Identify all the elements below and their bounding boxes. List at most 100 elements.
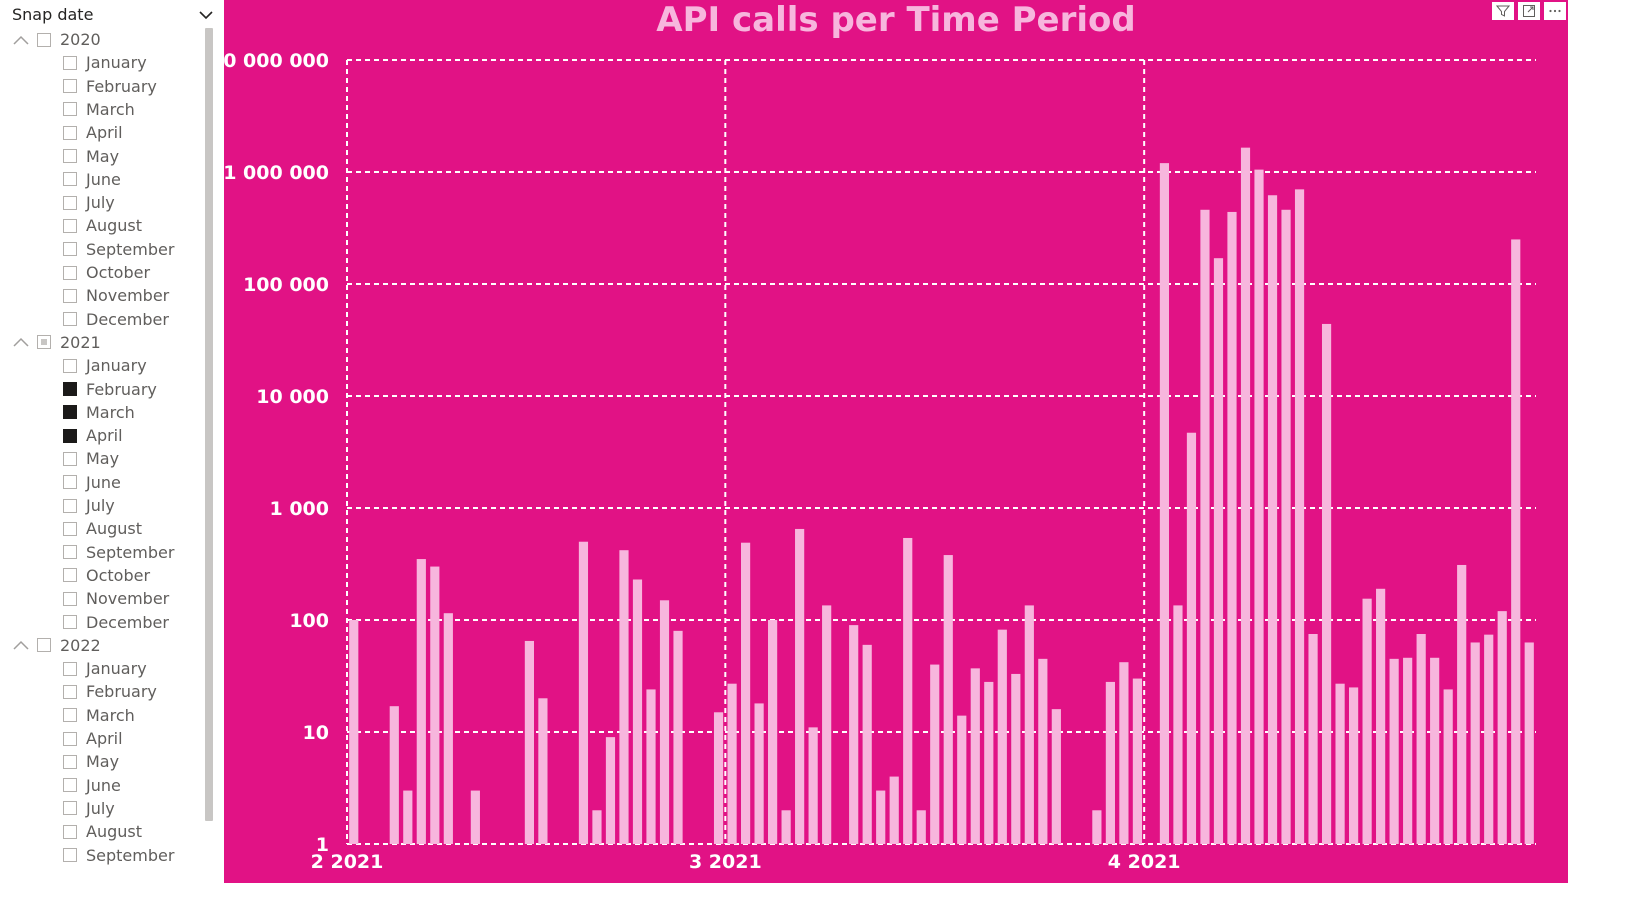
slicer-month-item[interactable]: March xyxy=(63,704,135,727)
bar[interactable] xyxy=(1159,163,1170,844)
checkbox[interactable] xyxy=(63,778,77,793)
checkbox[interactable] xyxy=(63,312,77,327)
checkbox[interactable] xyxy=(63,545,77,560)
bar[interactable] xyxy=(1240,147,1251,845)
slicer-month-item[interactable]: January xyxy=(63,51,147,74)
slicer-month-item[interactable]: December xyxy=(63,611,169,634)
checkbox[interactable] xyxy=(63,242,77,257)
slicer-month-item[interactable]: April xyxy=(63,727,123,750)
bar[interactable] xyxy=(1186,432,1197,844)
checkbox[interactable] xyxy=(63,568,77,583)
more-options-icon[interactable] xyxy=(1544,2,1566,20)
slicer-month-item[interactable]: July xyxy=(63,494,115,517)
year-checkbox[interactable] xyxy=(37,638,51,653)
bar[interactable] xyxy=(403,790,413,844)
slicer-month-item[interactable]: June xyxy=(63,168,121,191)
slicer-header[interactable]: Snap date xyxy=(12,4,217,26)
checkbox[interactable] xyxy=(63,824,77,839)
bar[interactable] xyxy=(524,640,534,844)
slicer-month-item[interactable]: April xyxy=(63,121,123,144)
slicer-month-item[interactable]: June xyxy=(63,774,121,797)
bar[interactable] xyxy=(1389,658,1399,844)
bar[interactable] xyxy=(416,559,426,844)
bar[interactable] xyxy=(1227,211,1237,845)
bar[interactable] xyxy=(957,715,967,844)
checkbox[interactable] xyxy=(63,172,77,187)
bar[interactable] xyxy=(727,683,737,844)
slicer-month-item[interactable]: May xyxy=(63,447,119,470)
slicer-month-item[interactable]: February xyxy=(63,378,157,401)
slicer-month-item[interactable]: May xyxy=(63,145,119,168)
bar[interactable] xyxy=(903,537,913,844)
checkbox[interactable] xyxy=(63,55,77,70)
filter-icon[interactable] xyxy=(1492,2,1514,20)
bar[interactable] xyxy=(1497,611,1507,844)
bar[interactable] xyxy=(1362,598,1372,844)
checkbox[interactable] xyxy=(63,218,77,233)
checked-checkbox[interactable] xyxy=(63,428,77,443)
bar[interactable] xyxy=(538,698,548,844)
year-checkbox[interactable] xyxy=(37,32,51,47)
bar[interactable] xyxy=(389,706,399,844)
bar[interactable] xyxy=(1457,564,1467,844)
chevron-up-icon[interactable] xyxy=(12,638,30,652)
bar[interactable] xyxy=(1403,657,1413,844)
slicer-month-item[interactable]: May xyxy=(63,750,119,773)
checkbox[interactable] xyxy=(63,591,77,606)
slicer-month-item[interactable]: November xyxy=(63,284,169,307)
bar[interactable] xyxy=(470,790,480,844)
bar[interactable] xyxy=(943,555,953,844)
focus-mode-icon[interactable] xyxy=(1518,2,1540,20)
checkbox[interactable] xyxy=(63,754,77,769)
bar[interactable] xyxy=(862,644,872,844)
bar[interactable] xyxy=(1119,662,1129,844)
bar[interactable] xyxy=(1281,209,1291,844)
slicer-year-2022[interactable]: 2022 xyxy=(0,634,101,657)
bar[interactable] xyxy=(619,550,629,844)
bar[interactable] xyxy=(430,566,440,844)
slicer-month-item[interactable]: September xyxy=(63,238,174,261)
checkbox[interactable] xyxy=(63,731,77,746)
slicer-month-item[interactable]: January xyxy=(63,354,147,377)
checkbox[interactable] xyxy=(63,661,77,676)
checkbox[interactable] xyxy=(63,79,77,94)
slicer-year-2021[interactable]: 2021 xyxy=(0,331,101,354)
checkbox[interactable] xyxy=(63,125,77,140)
bar[interactable] xyxy=(781,810,791,844)
bar[interactable] xyxy=(646,689,656,844)
slicer-month-item[interactable]: December xyxy=(63,308,169,331)
slicer-month-item[interactable]: January xyxy=(63,657,147,680)
bar[interactable] xyxy=(916,810,926,844)
bar[interactable] xyxy=(1254,169,1264,844)
checkbox[interactable] xyxy=(63,498,77,513)
bar[interactable] xyxy=(808,727,818,844)
slicer-month-item[interactable]: October xyxy=(63,564,150,587)
bar[interactable] xyxy=(1213,258,1224,845)
chevron-up-icon[interactable] xyxy=(12,33,30,47)
bar[interactable] xyxy=(659,600,670,844)
bar[interactable] xyxy=(1511,239,1521,844)
slicer-month-item[interactable]: August xyxy=(63,517,142,540)
bar[interactable] xyxy=(443,613,453,844)
bar[interactable] xyxy=(754,703,764,844)
year-checkbox[interactable] xyxy=(37,335,51,350)
checkbox[interactable] xyxy=(63,475,77,490)
bar[interactable] xyxy=(713,712,724,844)
bar[interactable] xyxy=(673,630,683,844)
bar[interactable] xyxy=(740,542,751,844)
bar[interactable] xyxy=(605,737,616,844)
bar[interactable] xyxy=(1470,642,1480,844)
bar[interactable] xyxy=(1105,681,1115,844)
bar[interactable] xyxy=(1321,323,1332,844)
slicer-month-item[interactable]: November xyxy=(63,587,169,610)
chevron-down-icon[interactable] xyxy=(197,6,215,24)
bar[interactable] xyxy=(1294,189,1305,845)
bar[interactable] xyxy=(349,620,359,844)
bar[interactable] xyxy=(984,681,994,844)
checkbox[interactable] xyxy=(63,102,77,117)
checkbox[interactable] xyxy=(63,358,77,373)
bar[interactable] xyxy=(768,620,778,844)
slicer-month-item[interactable]: February xyxy=(63,75,157,98)
bar[interactable] xyxy=(930,664,940,844)
checkbox[interactable] xyxy=(63,451,77,466)
